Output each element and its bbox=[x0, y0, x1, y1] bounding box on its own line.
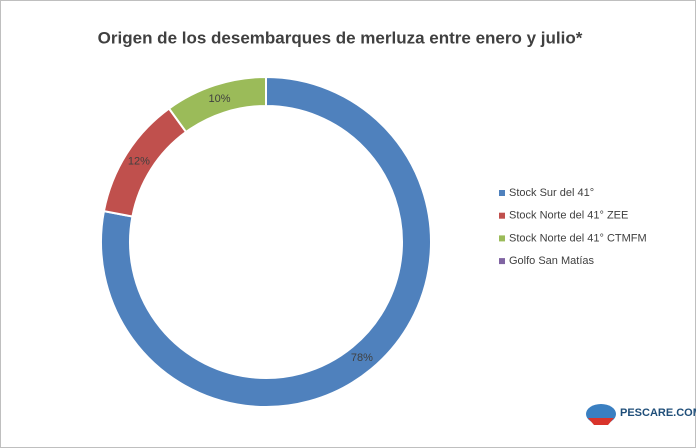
legend-label: Golfo San Matías bbox=[509, 255, 594, 267]
legend-swatch bbox=[499, 190, 505, 196]
legend-swatch bbox=[499, 235, 505, 242]
legend-swatch bbox=[499, 212, 505, 219]
legend-label: Stock Sur del 41° bbox=[509, 187, 594, 199]
data-label: 12% bbox=[128, 155, 150, 167]
logo-text: PESCARE.COM.AR bbox=[620, 407, 696, 419]
donut-slice bbox=[100, 75, 432, 408]
legend-label: Stock Norte del 41° ZEE bbox=[509, 210, 628, 222]
chart-title: Origen de los desembarques de merluza en… bbox=[98, 28, 583, 47]
data-label: 78% bbox=[351, 352, 373, 364]
logo: PESCARE.COM.AR bbox=[586, 404, 696, 425]
data-label: 10% bbox=[208, 93, 230, 105]
legend-label: Stock Norte del 41° CTMFM bbox=[509, 232, 647, 244]
logo-boat bbox=[588, 418, 614, 425]
legend-swatch bbox=[499, 258, 505, 265]
